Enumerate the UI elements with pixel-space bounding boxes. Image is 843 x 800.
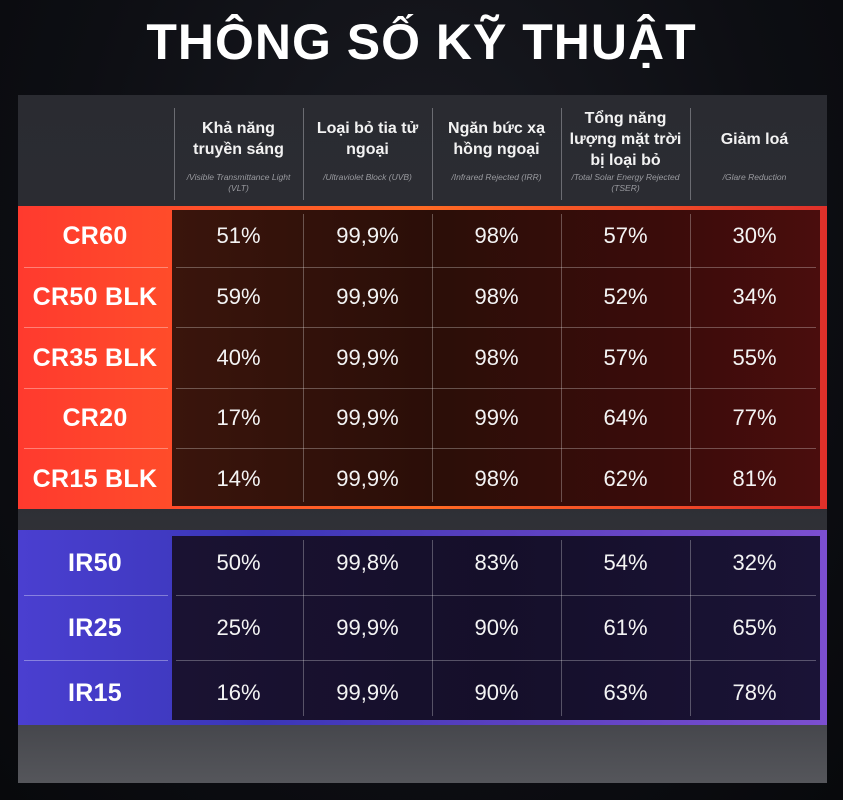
row-divider [24, 448, 168, 450]
ir-row-name: IR25 [67, 613, 122, 642]
ir-value-cell: 32% [732, 549, 777, 575]
row-divider [176, 327, 816, 329]
cr-value-cell: 55% [732, 344, 777, 370]
cr-value-cell: 52% [603, 283, 648, 309]
ir-value-cell: 61% [603, 614, 648, 640]
ir-value-cell: 78% [732, 679, 777, 705]
cr-value-cell: 99,9% [336, 465, 399, 491]
cr-value-cell: 99,9% [336, 405, 399, 431]
cr-value-cell: 57% [603, 344, 648, 370]
cr-row-name: CR35 BLK [32, 343, 158, 372]
ir-value-cell: 90% [474, 614, 519, 640]
cr-value-cell: 77% [732, 405, 777, 431]
column-header: Loại bỏ tia tử ngoại/Ultraviolet Block (… [303, 106, 432, 200]
ir-value-cell: 63% [603, 679, 648, 705]
ir-value-cell: 25% [216, 614, 261, 640]
cr-value-cell: 14% [216, 465, 261, 491]
column-divider [432, 540, 433, 716]
row-divider [176, 448, 816, 450]
column-divider [303, 540, 304, 716]
cr-value-cell: 30% [732, 223, 777, 249]
ir-value-cell: 90% [474, 679, 519, 705]
cr-row-name: CR20 [62, 404, 128, 433]
page-title: THÔNG SỐ KỸ THUẬT [146, 14, 697, 70]
ir-value-cell: 99,8% [336, 549, 399, 575]
cr-value-cell: 40% [216, 344, 261, 370]
column-divider [303, 214, 304, 502]
row-divider [176, 387, 816, 389]
column-header-subtitle: /Total Solar Energy Rejected (TSER) [571, 172, 680, 193]
column-header-subtitle: /Visible Transmittance Light (VLT) [186, 172, 291, 193]
column-divider [690, 540, 691, 716]
ir-row-name: IR15 [67, 678, 122, 707]
cr-value-cell: 81% [732, 465, 777, 491]
cr-value-cell: 98% [474, 465, 519, 491]
column-header-subtitle: /Ultraviolet Block (UVB) [323, 172, 412, 182]
column-header-label: Khả năng truyền sáng [193, 120, 284, 158]
ir-value-cell: 99,9% [336, 679, 399, 705]
cr-values-area [172, 210, 820, 506]
row-divider [24, 266, 168, 268]
column-divider [561, 214, 562, 502]
cr-value-cell: 64% [603, 405, 648, 431]
column-header-subtitle: /Glare Reduction [722, 172, 787, 182]
row-divider [24, 327, 168, 329]
column-header: Ngăn bức xạ hồng ngoại/Infrared Rejected… [432, 106, 561, 200]
row-divider [176, 660, 816, 661]
column-header-label: Giảm loá [720, 130, 789, 148]
column-header: Khả năng truyền sáng/Visible Transmittan… [174, 106, 303, 200]
ir-value-cell: 16% [216, 679, 261, 705]
column-divider [432, 214, 433, 502]
column-header: Tổng năng lượng mặt trời bị loại bỏ/Tota… [561, 106, 690, 200]
cr-value-cell: 57% [603, 223, 648, 249]
row-divider [176, 266, 816, 268]
cr-row-name: CR15 BLK [32, 464, 158, 493]
cr-value-cell: 99% [474, 405, 519, 431]
column-divider [690, 214, 691, 502]
row-divider [24, 660, 168, 661]
ir-value-cell: 83% [474, 549, 519, 575]
cr-value-cell: 34% [732, 283, 777, 309]
row-divider [176, 595, 816, 596]
cr-value-cell: 59% [216, 283, 261, 309]
ir-row-name: IR50 [67, 548, 122, 577]
cr-value-cell: 99,9% [336, 283, 399, 309]
ir-values-area [172, 536, 820, 720]
column-divider [561, 540, 562, 716]
ir-value-cell: 99,9% [336, 614, 399, 640]
cr-value-cell: 98% [474, 283, 519, 309]
cr-value-cell: 98% [474, 344, 519, 370]
cr-value-cell: 99,9% [336, 344, 399, 370]
cr-value-cell: 99,9% [336, 223, 399, 249]
column-header: Giảm loá/Glare Reduction [690, 106, 819, 200]
column-header-subtitle: /Infrared Rejected (IRR) [451, 172, 542, 182]
ir-value-cell: 65% [732, 614, 777, 640]
cr-value-cell: 62% [603, 465, 648, 491]
cr-row-name: CR60 [62, 222, 128, 251]
column-header-label: Loại bỏ tia tử ngoại [316, 120, 419, 158]
cr-value-cell: 17% [216, 405, 261, 431]
cr-value-cell: 98% [474, 223, 519, 249]
ir-value-cell: 50% [216, 549, 261, 575]
cr-value-cell: 51% [216, 223, 261, 249]
cr-row-name: CR50 BLK [32, 282, 158, 311]
row-divider [24, 387, 168, 389]
ir-value-cell: 54% [603, 549, 648, 575]
column-header-label: Tổng năng lượng mặt trời bị loại bỏ [569, 109, 682, 169]
row-divider [24, 595, 168, 596]
column-header-label: Ngăn bức xạ hồng ngoại [448, 120, 545, 158]
